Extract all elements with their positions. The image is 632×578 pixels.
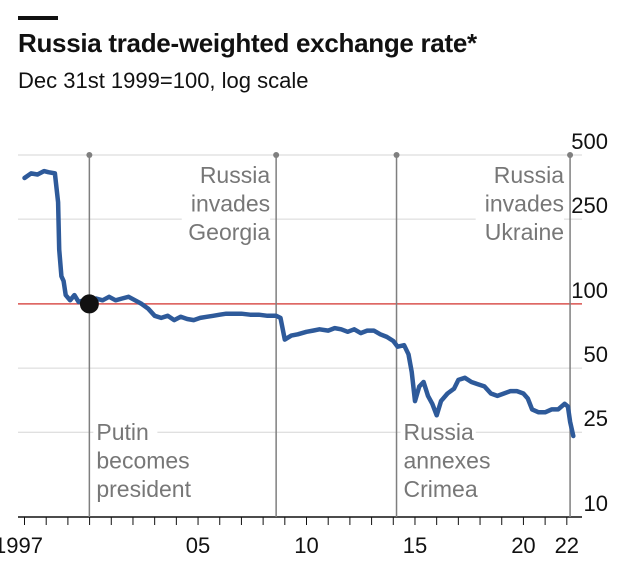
event-label-bg (181, 218, 271, 246)
event-label: becomes (96, 448, 189, 474)
x-tick-label: 20 (511, 533, 535, 558)
event-dot (86, 152, 93, 158)
y-tick-label: 50 (584, 342, 608, 367)
event-label-bg (400, 418, 476, 446)
y-tick-label: 25 (584, 406, 608, 431)
event-label: Russia (404, 419, 475, 445)
event-label: president (96, 476, 191, 502)
event-label: Georgia (188, 219, 270, 245)
event-label: invades (485, 191, 564, 217)
chart-title: Russia trade-weighted exchange rate* (18, 28, 477, 58)
y-tick-label: 10 (584, 491, 608, 516)
event-label: annexes (404, 448, 491, 474)
event-label: invades (191, 191, 270, 217)
event-dot (393, 152, 400, 158)
event-label: Ukraine (485, 219, 564, 245)
event-label-bg (400, 475, 476, 503)
y-tick-label: 100 (571, 278, 608, 303)
event-label-bg (475, 218, 565, 246)
x-tick-label: 05 (186, 533, 210, 558)
event-label-bg (192, 161, 271, 189)
event-label-bg (93, 475, 203, 503)
event-label-bg (400, 446, 487, 475)
event-dot (273, 152, 280, 158)
header-rule (18, 16, 58, 20)
event-label: Russia (494, 162, 565, 188)
event-label: Crimea (404, 476, 478, 502)
x-tick-label: 22 (555, 533, 579, 558)
event-label-bg (93, 418, 158, 446)
x-tick-label: 10 (294, 533, 318, 558)
x-tick-label: 1997 (0, 533, 43, 558)
event-label: Putin (96, 419, 148, 445)
event-label-bg (181, 189, 271, 218)
y-tick-label: 500 (571, 129, 608, 154)
event-label-bg (475, 189, 565, 218)
event-label-bg (93, 446, 180, 475)
y-tick-label: 250 (571, 193, 608, 218)
x-tick-label: 15 (403, 533, 427, 558)
event-label: Russia (200, 162, 271, 188)
event-label-bg (486, 161, 565, 189)
chart-subtitle: Dec 31st 1999=100, log scale (18, 68, 309, 93)
highlight-point (79, 294, 99, 314)
event-dot (567, 152, 574, 158)
